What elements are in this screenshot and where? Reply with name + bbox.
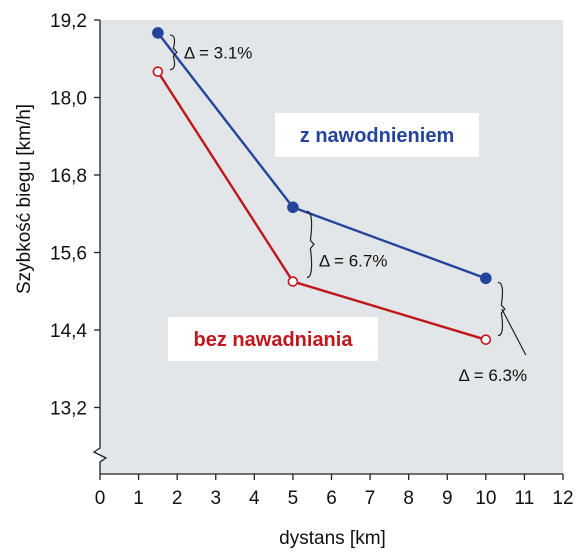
x-axis-title: dystans [km] bbox=[279, 528, 386, 549]
x-tick-label: 2 bbox=[172, 488, 183, 509]
delta-brace bbox=[306, 210, 315, 279]
label-box bbox=[168, 317, 378, 361]
series-1-point bbox=[480, 272, 492, 285]
y-tick-label: 13,2 bbox=[50, 399, 87, 420]
y-tick-label: 18,0 bbox=[50, 89, 87, 110]
x-tick-label: 8 bbox=[403, 488, 414, 509]
annotations: Δ = 3.1% Δ = 6.7% Δ = 6.3% bbox=[169, 34, 528, 385]
series-label-1: z nawodnieniem bbox=[300, 125, 454, 147]
delta-label: Δ = 6.7% bbox=[319, 251, 388, 270]
x-tick-label: 12 bbox=[552, 488, 573, 509]
y-tick-label: 16,8 bbox=[50, 166, 87, 187]
delta-brace bbox=[497, 281, 506, 337]
delta-label: Δ = 6.3% bbox=[459, 366, 528, 385]
y-axis-title: Szybkość biegu [km/h] bbox=[14, 104, 35, 294]
x-tick-label: 3 bbox=[210, 488, 221, 509]
x-tick-label: 7 bbox=[365, 488, 376, 509]
x-tick-label: 6 bbox=[326, 488, 337, 509]
y-axis-line bbox=[92, 20, 108, 474]
label-box bbox=[275, 113, 479, 157]
x-tick-label: 1 bbox=[133, 488, 144, 509]
delta-leader bbox=[501, 308, 527, 356]
x-tick-label: 9 bbox=[442, 488, 453, 509]
plot-area bbox=[100, 20, 563, 474]
series-1-point bbox=[152, 27, 164, 39]
x-tick-label: 4 bbox=[249, 488, 260, 509]
series-2-point bbox=[287, 276, 299, 287]
y-tick-label: 15,6 bbox=[50, 244, 87, 265]
series-2-point bbox=[152, 66, 164, 77]
y-tick-label: 19,2 bbox=[50, 11, 87, 32]
x-tick-label: 0 bbox=[95, 488, 106, 509]
series-2-point bbox=[480, 334, 492, 345]
delta-brace bbox=[169, 34, 178, 71]
series-labels: z nawodnieniem bez nawadniania bbox=[168, 113, 479, 361]
series-label-2: bez nawadniania bbox=[194, 329, 354, 351]
x-tick-label: 10 bbox=[475, 488, 496, 509]
delta-label: Δ = 3.1% bbox=[184, 43, 253, 62]
axes: 13,214,415,616,818,019,20 1 2 3 4 5 6 7 8 9 10 11 12… bbox=[14, 11, 574, 549]
series-1-point bbox=[287, 201, 299, 214]
y-tick-label: 14,4 bbox=[50, 321, 87, 342]
x-tick-label: 11 bbox=[515, 488, 535, 509]
x-tick-label: 5 bbox=[288, 488, 299, 509]
series-layer bbox=[152, 27, 492, 345]
